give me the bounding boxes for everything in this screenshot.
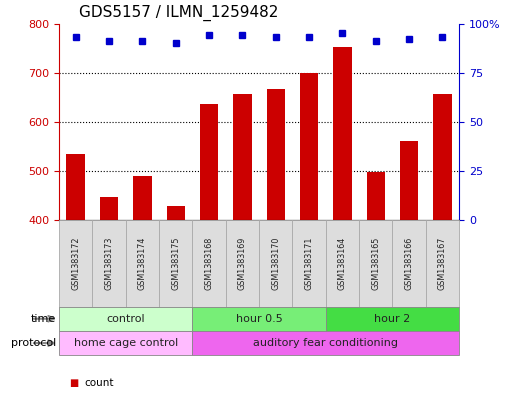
Bar bbox=[92, 220, 126, 307]
Bar bbox=[426, 220, 459, 307]
Bar bbox=[67, 154, 85, 220]
Bar bbox=[192, 220, 226, 307]
Bar bbox=[233, 94, 251, 220]
Bar bbox=[59, 220, 92, 307]
Bar bbox=[326, 307, 459, 331]
Bar bbox=[167, 206, 185, 220]
Text: GSM1383164: GSM1383164 bbox=[338, 237, 347, 290]
Text: count: count bbox=[85, 378, 114, 388]
Bar bbox=[359, 220, 392, 307]
Bar bbox=[226, 220, 259, 307]
Bar bbox=[192, 331, 459, 355]
Bar bbox=[326, 220, 359, 307]
Text: time: time bbox=[31, 314, 56, 324]
Bar bbox=[59, 307, 192, 331]
Bar bbox=[267, 90, 285, 220]
Bar bbox=[259, 220, 292, 307]
Text: GSM1383166: GSM1383166 bbox=[405, 237, 413, 290]
Text: GSM1383174: GSM1383174 bbox=[138, 237, 147, 290]
Bar bbox=[392, 220, 426, 307]
Bar bbox=[433, 94, 451, 220]
Text: GSM1383172: GSM1383172 bbox=[71, 237, 80, 290]
Bar bbox=[59, 331, 192, 355]
Bar bbox=[126, 220, 159, 307]
Bar bbox=[400, 141, 418, 220]
Bar bbox=[100, 197, 118, 220]
Bar bbox=[192, 307, 326, 331]
Bar bbox=[300, 73, 318, 220]
Text: GSM1383170: GSM1383170 bbox=[271, 237, 280, 290]
Text: hour 0.5: hour 0.5 bbox=[235, 314, 283, 324]
Text: auditory fear conditioning: auditory fear conditioning bbox=[253, 338, 398, 348]
Text: GSM1383165: GSM1383165 bbox=[371, 237, 380, 290]
Text: GSM1383167: GSM1383167 bbox=[438, 237, 447, 290]
Text: GSM1383173: GSM1383173 bbox=[105, 237, 113, 290]
Bar bbox=[333, 47, 351, 220]
Text: GSM1383175: GSM1383175 bbox=[171, 237, 180, 290]
Bar bbox=[133, 176, 151, 220]
Text: GSM1383168: GSM1383168 bbox=[205, 237, 213, 290]
Bar bbox=[292, 220, 326, 307]
Bar bbox=[159, 220, 192, 307]
Text: GDS5157 / ILMN_1259482: GDS5157 / ILMN_1259482 bbox=[79, 5, 279, 21]
Text: home cage control: home cage control bbox=[73, 338, 178, 348]
Text: hour 2: hour 2 bbox=[374, 314, 410, 324]
Text: control: control bbox=[106, 314, 145, 324]
Text: GSM1383171: GSM1383171 bbox=[305, 237, 313, 290]
Text: GSM1383169: GSM1383169 bbox=[238, 237, 247, 290]
Text: protocol: protocol bbox=[11, 338, 56, 348]
Bar bbox=[367, 172, 385, 220]
Text: ■: ■ bbox=[69, 378, 78, 388]
Bar bbox=[200, 104, 218, 220]
